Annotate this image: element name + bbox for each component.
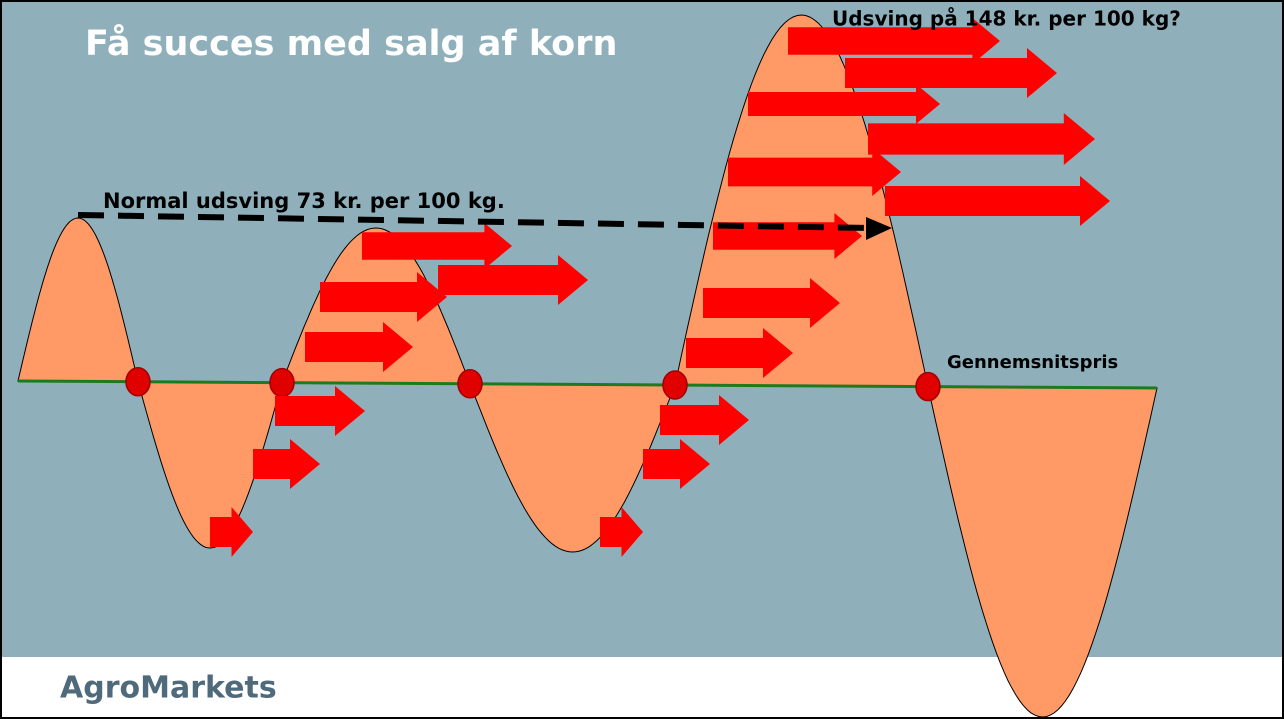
crossing-dot xyxy=(269,367,295,398)
crossing-dot xyxy=(125,366,151,397)
sell-arrow xyxy=(703,278,840,328)
sell-arrow xyxy=(438,255,588,305)
sell-arrow xyxy=(713,213,862,259)
wave-lobe xyxy=(17,217,139,383)
average-line xyxy=(17,379,1158,390)
wave-lobe xyxy=(927,386,1158,718)
large-swing-label: Udsving på 148 kr. per 100 kg? xyxy=(832,7,1181,31)
sell-arrow xyxy=(788,18,1000,64)
sell-arrow xyxy=(275,386,365,436)
crossing-dot xyxy=(457,369,483,399)
sell-arrow xyxy=(885,176,1110,226)
sell-arrow xyxy=(305,322,413,372)
sell-arrow xyxy=(320,272,447,322)
sell-arrows xyxy=(210,18,1110,557)
crossing-dot xyxy=(662,370,688,400)
sell-arrow xyxy=(660,395,749,445)
normal-swing-dashes xyxy=(77,212,869,231)
sell-arrow xyxy=(686,328,793,378)
sell-arrow xyxy=(253,439,320,489)
slide-title: Få succes med salg af korn xyxy=(85,23,617,64)
crossing-dot xyxy=(915,371,941,402)
average-price-label: Gennemsnitspris xyxy=(947,352,1118,373)
sell-arrow xyxy=(748,84,940,124)
footer-logo: AgroMarkets xyxy=(60,671,277,706)
crossing-dots xyxy=(125,366,941,402)
sell-arrow xyxy=(643,439,710,489)
sell-arrow xyxy=(362,223,512,269)
sell-arrow xyxy=(868,113,1095,165)
normal-swing-label: Normal udsving 73 kr. per 100 kg. xyxy=(103,189,505,213)
normal-swing-arrowhead xyxy=(866,217,892,240)
sell-arrow xyxy=(210,507,253,557)
sell-arrow xyxy=(845,48,1057,98)
sell-arrow xyxy=(728,148,901,196)
sell-arrow xyxy=(600,507,643,557)
